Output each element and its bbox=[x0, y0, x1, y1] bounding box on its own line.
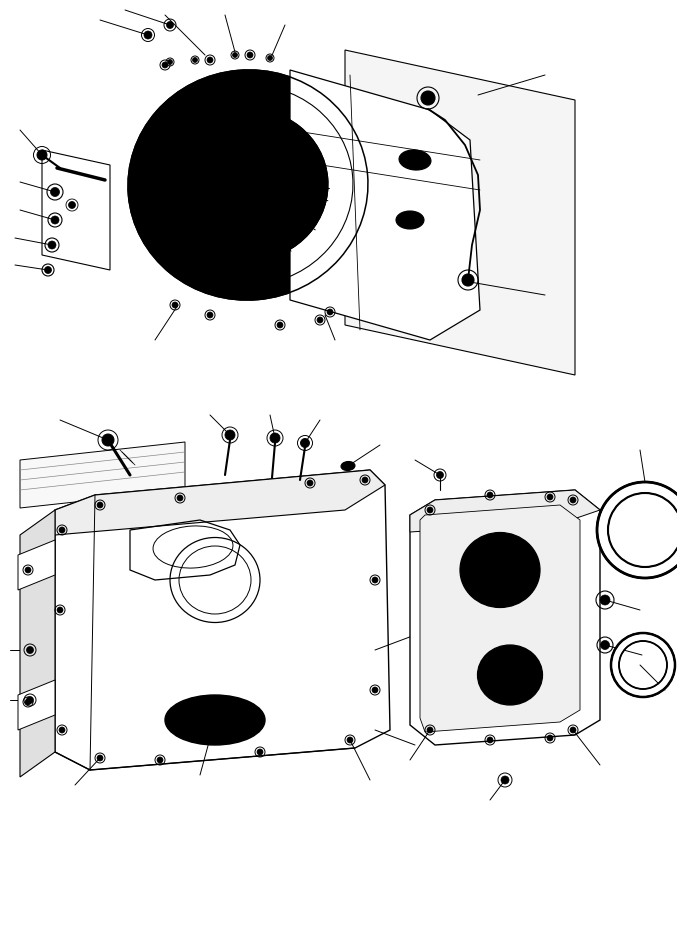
Ellipse shape bbox=[165, 695, 265, 745]
Circle shape bbox=[48, 241, 56, 249]
Polygon shape bbox=[410, 490, 600, 532]
Ellipse shape bbox=[224, 160, 282, 216]
Wedge shape bbox=[597, 482, 677, 578]
Circle shape bbox=[547, 494, 553, 500]
Polygon shape bbox=[55, 470, 385, 535]
Polygon shape bbox=[20, 442, 185, 508]
Circle shape bbox=[207, 57, 213, 63]
Circle shape bbox=[362, 477, 368, 483]
Polygon shape bbox=[42, 150, 110, 270]
Circle shape bbox=[600, 641, 609, 649]
Circle shape bbox=[427, 727, 433, 733]
Circle shape bbox=[59, 727, 65, 733]
Circle shape bbox=[372, 687, 378, 693]
Circle shape bbox=[487, 737, 493, 743]
Circle shape bbox=[501, 776, 509, 784]
Ellipse shape bbox=[480, 551, 520, 589]
Circle shape bbox=[97, 755, 103, 761]
Circle shape bbox=[97, 502, 103, 508]
Circle shape bbox=[267, 56, 273, 60]
Circle shape bbox=[59, 527, 65, 533]
Ellipse shape bbox=[495, 661, 525, 689]
Ellipse shape bbox=[188, 707, 242, 734]
Circle shape bbox=[487, 492, 493, 498]
Circle shape bbox=[192, 58, 198, 62]
Circle shape bbox=[225, 430, 235, 440]
Circle shape bbox=[144, 31, 152, 39]
Circle shape bbox=[68, 202, 76, 208]
Circle shape bbox=[270, 433, 280, 443]
Circle shape bbox=[25, 699, 31, 705]
Circle shape bbox=[25, 567, 31, 573]
Ellipse shape bbox=[175, 700, 255, 740]
Circle shape bbox=[57, 607, 63, 613]
Circle shape bbox=[45, 267, 51, 273]
Ellipse shape bbox=[215, 152, 290, 224]
Ellipse shape bbox=[168, 109, 328, 261]
Polygon shape bbox=[420, 505, 580, 732]
Circle shape bbox=[372, 577, 378, 583]
Polygon shape bbox=[18, 680, 55, 730]
Circle shape bbox=[570, 727, 576, 733]
Circle shape bbox=[427, 507, 433, 513]
Circle shape bbox=[102, 434, 114, 446]
Circle shape bbox=[177, 495, 183, 501]
Ellipse shape bbox=[396, 211, 424, 229]
Circle shape bbox=[307, 480, 313, 486]
Polygon shape bbox=[55, 470, 390, 770]
Circle shape bbox=[462, 274, 474, 286]
Circle shape bbox=[347, 737, 353, 743]
Ellipse shape bbox=[399, 150, 431, 170]
Circle shape bbox=[317, 317, 323, 323]
Polygon shape bbox=[345, 50, 575, 375]
Circle shape bbox=[277, 322, 283, 328]
Circle shape bbox=[247, 52, 253, 58]
Circle shape bbox=[51, 216, 59, 224]
Circle shape bbox=[437, 472, 443, 479]
Circle shape bbox=[167, 21, 173, 29]
Circle shape bbox=[301, 439, 309, 447]
Ellipse shape bbox=[128, 70, 368, 300]
Wedge shape bbox=[611, 633, 675, 697]
Ellipse shape bbox=[477, 645, 542, 705]
Circle shape bbox=[421, 91, 435, 105]
Circle shape bbox=[167, 60, 173, 64]
Polygon shape bbox=[290, 70, 480, 340]
Circle shape bbox=[547, 735, 553, 741]
Circle shape bbox=[51, 188, 60, 196]
Circle shape bbox=[570, 497, 576, 503]
Circle shape bbox=[26, 646, 33, 654]
Circle shape bbox=[327, 309, 333, 315]
Circle shape bbox=[207, 312, 213, 318]
Ellipse shape bbox=[341, 461, 355, 471]
Ellipse shape bbox=[460, 533, 540, 607]
Circle shape bbox=[232, 52, 238, 58]
Circle shape bbox=[172, 302, 178, 308]
Polygon shape bbox=[20, 510, 55, 777]
Circle shape bbox=[157, 757, 163, 763]
Polygon shape bbox=[410, 490, 600, 745]
Circle shape bbox=[600, 595, 610, 605]
Polygon shape bbox=[18, 540, 55, 590]
Circle shape bbox=[37, 150, 47, 160]
Circle shape bbox=[26, 697, 33, 703]
Circle shape bbox=[257, 749, 263, 755]
Circle shape bbox=[162, 62, 168, 68]
